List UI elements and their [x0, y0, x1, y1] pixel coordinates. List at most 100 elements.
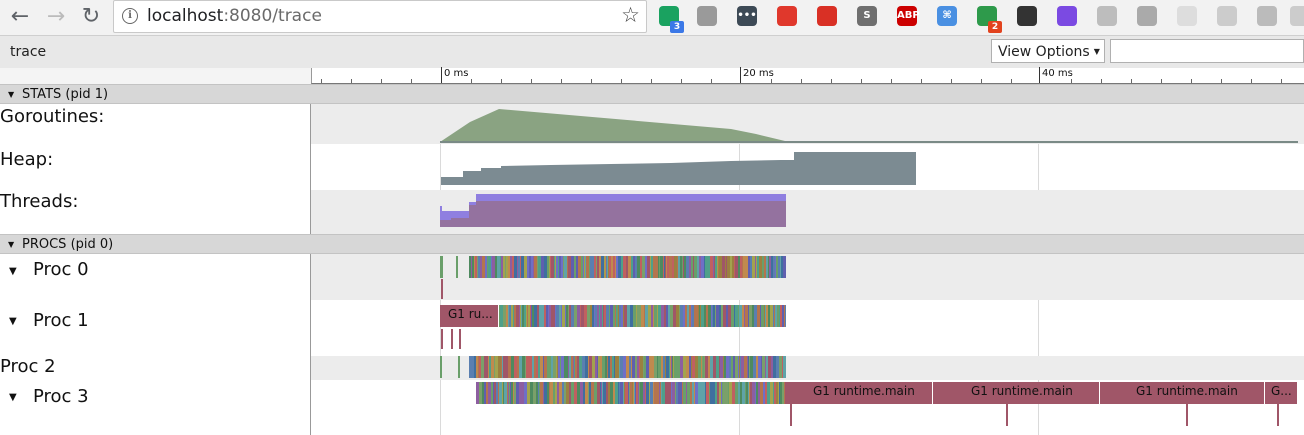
slice[interactable] — [561, 356, 564, 378]
slice[interactable] — [722, 256, 725, 278]
slice[interactable] — [520, 256, 521, 278]
slice[interactable] — [599, 256, 601, 278]
slice[interactable] — [591, 382, 594, 404]
slice[interactable] — [779, 356, 782, 378]
forward-icon[interactable]: → — [46, 4, 66, 29]
slice[interactable] — [560, 356, 561, 378]
slice[interactable] — [734, 256, 735, 278]
slice[interactable] — [682, 256, 683, 278]
slice[interactable] — [478, 356, 479, 378]
slice[interactable] — [666, 305, 668, 327]
slice[interactable] — [605, 256, 606, 278]
slice[interactable] — [514, 256, 517, 278]
slice[interactable] — [664, 256, 665, 278]
slice[interactable] — [715, 382, 717, 404]
slice[interactable] — [761, 356, 762, 378]
slice[interactable] — [778, 256, 780, 278]
slice[interactable] — [773, 356, 776, 378]
slice[interactable] — [780, 305, 782, 327]
slice[interactable] — [534, 356, 536, 378]
slice[interactable] — [566, 305, 568, 327]
slice[interactable] — [658, 356, 661, 378]
slice[interactable] — [639, 356, 640, 378]
track-proc2[interactable] — [311, 356, 1304, 380]
slice[interactable] — [654, 382, 657, 404]
track-threads[interactable] — [311, 190, 1304, 234]
slice[interactable] — [488, 356, 489, 378]
slice[interactable] — [769, 256, 771, 278]
slice[interactable] — [469, 356, 472, 378]
slice[interactable] — [533, 256, 534, 278]
slice[interactable] — [687, 305, 689, 327]
slice[interactable] — [526, 305, 527, 327]
slice[interactable] — [765, 382, 767, 404]
slice[interactable] — [504, 382, 507, 404]
slice[interactable] — [554, 256, 555, 278]
slice[interactable] — [777, 305, 779, 327]
slice[interactable] — [648, 305, 651, 327]
slice[interactable] — [762, 256, 764, 278]
slice[interactable] — [592, 256, 594, 278]
slice[interactable] — [770, 305, 773, 327]
slice[interactable] — [555, 305, 556, 327]
slice[interactable] — [581, 256, 583, 278]
slice[interactable] — [599, 305, 600, 327]
slice[interactable] — [651, 305, 653, 327]
slice[interactable] — [607, 356, 608, 378]
slice[interactable] — [544, 356, 547, 378]
hand-icon[interactable] — [817, 6, 837, 26]
slice[interactable] — [563, 256, 564, 278]
slice[interactable] — [710, 382, 713, 404]
slice[interactable] — [672, 382, 675, 404]
slice[interactable] — [601, 382, 602, 404]
slice[interactable] — [745, 256, 748, 278]
slice[interactable] — [635, 256, 637, 278]
slice[interactable] — [573, 256, 574, 278]
slice[interactable] — [710, 256, 713, 278]
slice[interactable] — [573, 356, 574, 378]
slice[interactable] — [637, 305, 639, 327]
slice[interactable] — [713, 382, 715, 404]
slice[interactable] — [697, 256, 699, 278]
slice[interactable] — [541, 256, 544, 278]
slice[interactable] — [639, 382, 640, 404]
slice[interactable] — [583, 256, 584, 278]
slice[interactable] — [750, 382, 752, 404]
slice[interactable] — [715, 305, 716, 327]
slice[interactable] — [768, 256, 769, 278]
slice[interactable] — [668, 305, 670, 327]
slice[interactable] — [521, 305, 522, 327]
slice[interactable] — [748, 305, 749, 327]
slice[interactable] — [571, 305, 574, 327]
slice[interactable] — [522, 356, 525, 378]
slice[interactable] — [564, 382, 566, 404]
slice[interactable] — [676, 305, 679, 327]
slice[interactable] — [479, 356, 481, 378]
slice[interactable] — [559, 256, 561, 278]
slice[interactable] — [476, 356, 478, 378]
slice[interactable] — [615, 356, 618, 378]
slice[interactable] — [780, 256, 781, 278]
slice[interactable] — [678, 382, 681, 404]
slice[interactable] — [628, 256, 631, 278]
slice[interactable] — [577, 356, 579, 378]
slice[interactable] — [609, 256, 611, 278]
slice[interactable] — [637, 356, 639, 378]
slice[interactable] — [509, 382, 510, 404]
slice[interactable] — [527, 256, 529, 278]
slice[interactable] — [750, 256, 752, 278]
cmd-icon[interactable]: ⌘ — [937, 6, 957, 26]
slice[interactable] — [508, 356, 511, 378]
slice[interactable] — [521, 256, 524, 278]
slice[interactable] — [748, 256, 750, 278]
slice[interactable] — [577, 305, 580, 327]
slice[interactable] — [742, 256, 743, 278]
slice[interactable] — [755, 382, 756, 404]
slice[interactable] — [773, 256, 775, 278]
view-options-button[interactable]: View Options ▼ — [991, 39, 1105, 63]
slice[interactable] — [561, 305, 562, 327]
slice[interactable] — [703, 382, 705, 404]
slice[interactable] — [665, 256, 666, 278]
slice[interactable] — [440, 356, 442, 378]
slice[interactable] — [472, 356, 474, 378]
